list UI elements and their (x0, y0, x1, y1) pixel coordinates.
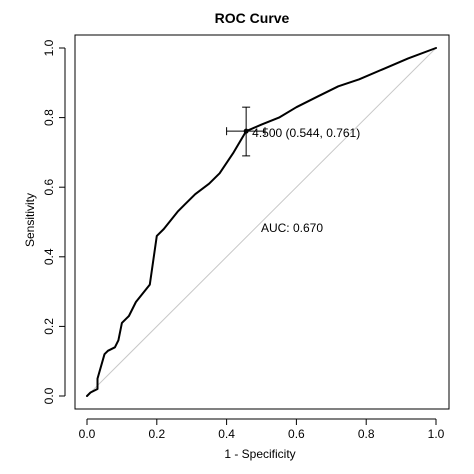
x-tick-label: 0.2 (148, 427, 165, 441)
y-axis: 0.0 0.2 0.4 0.6 0.8 1.0 (42, 39, 66, 404)
y-tick-label: 0.4 (42, 248, 56, 265)
x-tick-label: 1.0 (428, 427, 445, 441)
x-tick-label: 0.6 (288, 427, 305, 441)
chart-title: ROC Curve (215, 10, 290, 26)
best-threshold-label: 4.500 (0.544, 0.761) (252, 126, 360, 140)
x-tick-label: 0.8 (358, 427, 375, 441)
y-tick-label: 0.6 (42, 179, 56, 196)
x-axis-title: 1 - Specificity (224, 447, 295, 461)
roc-curve-line (86, 47, 437, 397)
reference-diagonal-line (86, 47, 437, 397)
y-tick-label: 0.8 (42, 109, 56, 126)
best-threshold-point (243, 128, 249, 134)
y-tick-label: 0.2 (42, 318, 56, 335)
y-tick-label: 1.0 (42, 39, 56, 56)
x-tick-label: 0.4 (218, 427, 235, 441)
x-tick-label: 0.0 (79, 427, 96, 441)
y-axis-title: Sensitivity (23, 193, 37, 247)
y-tick-label: 0.0 (42, 387, 56, 404)
auc-label: AUC: 0.670 (261, 221, 323, 235)
x-axis: 0.0 0.2 0.4 0.6 0.8 1.0 (79, 418, 445, 441)
plot-layer: 4.500 (0.544, 0.761) AUC: 0.670 (86, 47, 437, 397)
plot-area-box (74, 34, 450, 410)
